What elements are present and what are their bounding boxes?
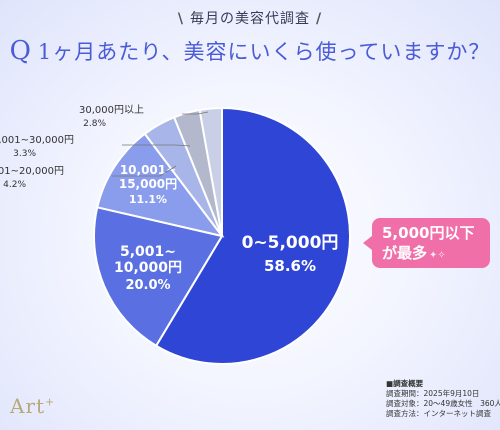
leader-line-4: [122, 144, 191, 147]
survey-title: ■調査概要: [386, 379, 424, 388]
slice-value-3: 4.2%: [3, 180, 26, 190]
brand-name: Art: [10, 394, 46, 418]
sparkle-icon: ✦✧: [429, 250, 446, 261]
slice-label-0: 0~5,000円: [242, 233, 339, 253]
slash-right-icon: /: [316, 11, 323, 27]
pie-slice-5: [198, 106, 223, 237]
question-mark: Q: [9, 36, 32, 66]
slice-label-4: 20,001~30,000円: [0, 135, 74, 146]
survey-method: 調査方法：インターネット調査: [386, 409, 491, 418]
slice-label-5: 30,000円以上: [79, 104, 144, 116]
brand-plus: +: [45, 395, 56, 409]
question-text: 1ヶ月あたり、美容にいくら使っていますか？: [37, 40, 491, 64]
brand-logo: Art+: [10, 394, 55, 418]
question-heading: Q 1ヶ月あたり、美容にいくら使っていますか？: [0, 36, 500, 66]
callout-line1: 5,000円以下: [382, 224, 475, 242]
survey-period: 調査期間：2025年9月10日: [386, 389, 480, 398]
slice-value-5: 2.8%: [83, 119, 106, 129]
slice-value-2: 11.1%: [129, 193, 167, 206]
callout-line2: が最多: [382, 244, 428, 262]
slice-label-3: 15,001~20,000円: [0, 166, 64, 177]
slice-label-1: 10,000円: [114, 260, 182, 276]
pie-slice-1: [93, 206, 224, 348]
slice-label-1: 5,001~: [120, 244, 176, 260]
pie-slice-0: [154, 106, 351, 365]
slice-label-2: 15,000円: [119, 177, 177, 191]
header-tag: \ 毎月の美容代調査 /: [0, 8, 500, 28]
slash-left-icon: \: [177, 11, 184, 27]
leader-line-3: [112, 165, 177, 177]
header-tag-text: 毎月の美容代調査: [190, 11, 310, 27]
slice-value-0: 58.6%: [264, 257, 316, 275]
slice-value-1: 20.0%: [125, 278, 170, 293]
survey-summary: ■調査概要 調査期間：2025年9月10日 調査対象：20～49歳女性 360人…: [386, 379, 500, 419]
callout-badge: 5,000円以下 が最多 ✦✧: [363, 218, 490, 268]
slice-label-2: 10,001~: [120, 163, 176, 177]
survey-target: 調査対象：20～49歳女性 360人: [386, 399, 500, 408]
slice-value-4: 3.3%: [13, 149, 36, 159]
leader-line-5: [182, 111, 209, 115]
pie-slice-2: [96, 132, 225, 238]
